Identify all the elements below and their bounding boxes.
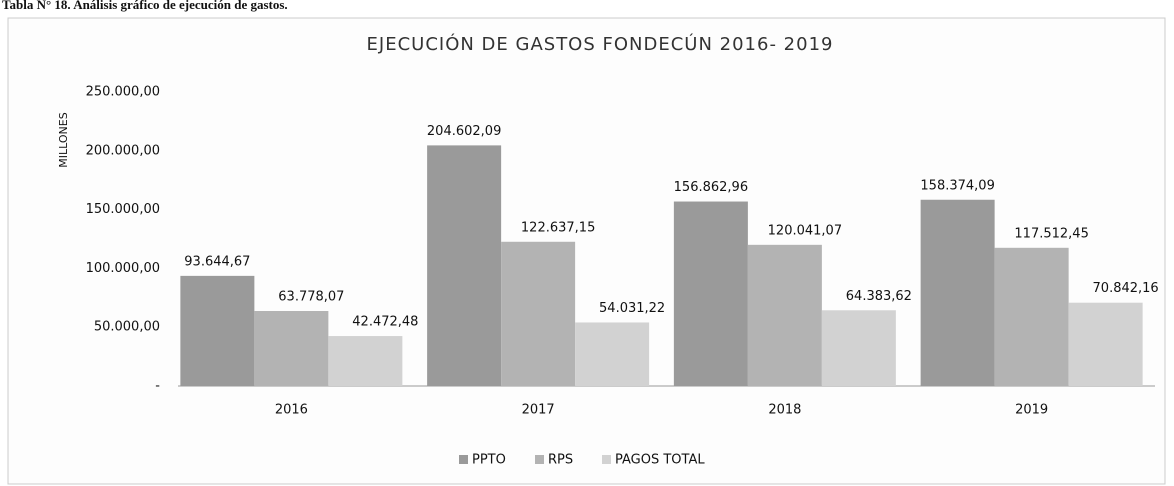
y-tick-label: 200.000,00: [86, 143, 160, 158]
bar: [254, 310, 329, 386]
bar: [920, 199, 995, 386]
x-tick-label: 2017: [522, 403, 555, 418]
chart-title: EJECUCIÓN DE GASTOS FONDECÚN 2016- 2019: [367, 33, 834, 55]
data-label: 70.842,16: [1093, 281, 1159, 296]
data-label: 204.602,09: [427, 124, 501, 139]
legend-label: PAGOS TOTAL: [615, 453, 705, 468]
y-tick-label: 50.000,00: [94, 320, 160, 335]
bar: [821, 310, 896, 386]
x-tick-label: 2016: [275, 403, 308, 418]
data-label: 158.374,09: [920, 178, 994, 193]
legend-swatch: [459, 455, 468, 464]
data-label: 54.031,22: [599, 301, 665, 316]
bar: [1068, 302, 1143, 386]
data-label: 93.644,67: [184, 254, 250, 269]
x-tick-label: 2018: [768, 403, 801, 418]
y-tick-label: 250.000,00: [86, 85, 160, 100]
y-tick-label: 150.000,00: [86, 202, 160, 217]
legend-label: RPS: [548, 453, 573, 468]
data-label: 63.778,07: [278, 289, 344, 304]
caption: Tabla N° 18. Análisis gráfico de ejecuci…: [2, 0, 288, 12]
legend-swatch: [535, 455, 544, 464]
bar: [501, 241, 576, 386]
bar: [427, 145, 502, 386]
legend-swatch: [602, 455, 611, 464]
y-tick-label: -: [155, 379, 160, 394]
data-label: 117.512,45: [1014, 226, 1088, 241]
legend-label: PPTO: [472, 453, 506, 468]
bar: [328, 336, 403, 386]
bar: [747, 244, 822, 386]
data-label: 156.862,96: [674, 180, 748, 195]
bar: [994, 247, 1069, 386]
data-label: 120.041,07: [768, 223, 842, 238]
bar: [673, 201, 748, 386]
bar: [575, 322, 650, 386]
x-tick-label: 2019: [1015, 403, 1048, 418]
bar: [180, 275, 255, 386]
data-label: 122.637,15: [521, 220, 595, 235]
data-label: 64.383,62: [846, 289, 912, 304]
y-axis-label: MILLONES: [57, 112, 70, 167]
data-label: 42.472,48: [352, 315, 418, 330]
y-tick-label: 100.000,00: [86, 261, 160, 276]
